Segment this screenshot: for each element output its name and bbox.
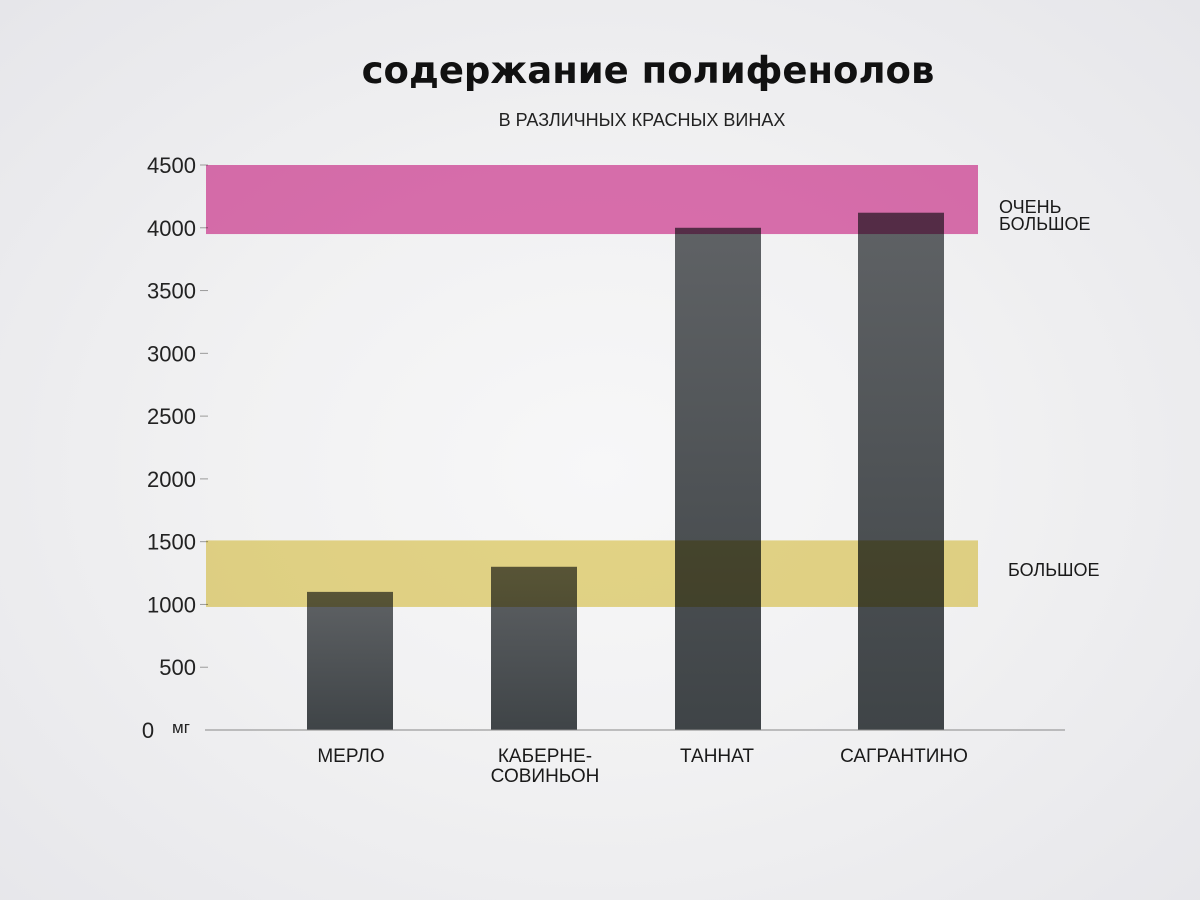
y-tick-label: 2000 [147, 467, 196, 492]
y-tick-label: 1500 [147, 530, 196, 555]
band-label-line: БОЛЬШОЕ [1008, 560, 1100, 580]
y-tick-label: 3000 [147, 341, 196, 366]
y-tick-label: 3500 [147, 279, 196, 304]
bar [675, 227, 761, 730]
chart-title: содержание полифенолов [362, 49, 935, 92]
x-category-label-line: КАБЕРНЕ- [498, 746, 592, 767]
band-label-high: БОЛЬШОЕ [1008, 560, 1100, 580]
chart-subtitle: В РАЗЛИЧНЫХ КРАСНЫХ ВИНАХ [499, 110, 786, 130]
y-tick-label: 4000 [147, 216, 196, 241]
y-tick-label: 4500 [147, 153, 196, 178]
x-category-labels: МЕРЛО КАБЕРНЕ-СОВИНЬОН ТАННАТ САГРАНТИНО [317, 746, 968, 787]
y-unit-label: мг [172, 718, 190, 737]
bar [307, 591, 393, 730]
band-very-high [206, 165, 978, 235]
y-tick-label: 2500 [147, 404, 196, 429]
band-label-very-high: ОЧЕНЬ БОЛЬШОЕ [999, 197, 1091, 234]
range-bands [206, 165, 978, 607]
y-tick-label: 500 [159, 655, 196, 680]
band-label-line: БОЛЬШОЕ [999, 214, 1091, 234]
x-category-label-line: САГРАНТИНО [840, 746, 968, 767]
x-category-label: САГРАНТИНО [840, 746, 968, 767]
y-tick-label: 1000 [147, 592, 196, 617]
x-category-label: ТАННАТ [680, 746, 754, 767]
y-tick-labels: 0 500 1000 1500 2000 2500 3000 3500 4000 4500 [142, 153, 196, 743]
x-category-label: МЕРЛО [317, 746, 384, 767]
band-label-line: ОЧЕНЬ [999, 197, 1061, 217]
bars [307, 212, 944, 730]
y-grid [200, 164, 208, 668]
x-category-label-line: МЕРЛО [317, 746, 384, 767]
band-high [206, 540, 978, 607]
x-category-label-line: СОВИНЬОН [491, 766, 600, 787]
x-category-label: КАБЕРНЕ-СОВИНЬОН [491, 746, 600, 787]
y-tick-label: 0 [142, 718, 154, 743]
x-category-label-line: ТАННАТ [680, 746, 754, 767]
bar [858, 212, 944, 730]
